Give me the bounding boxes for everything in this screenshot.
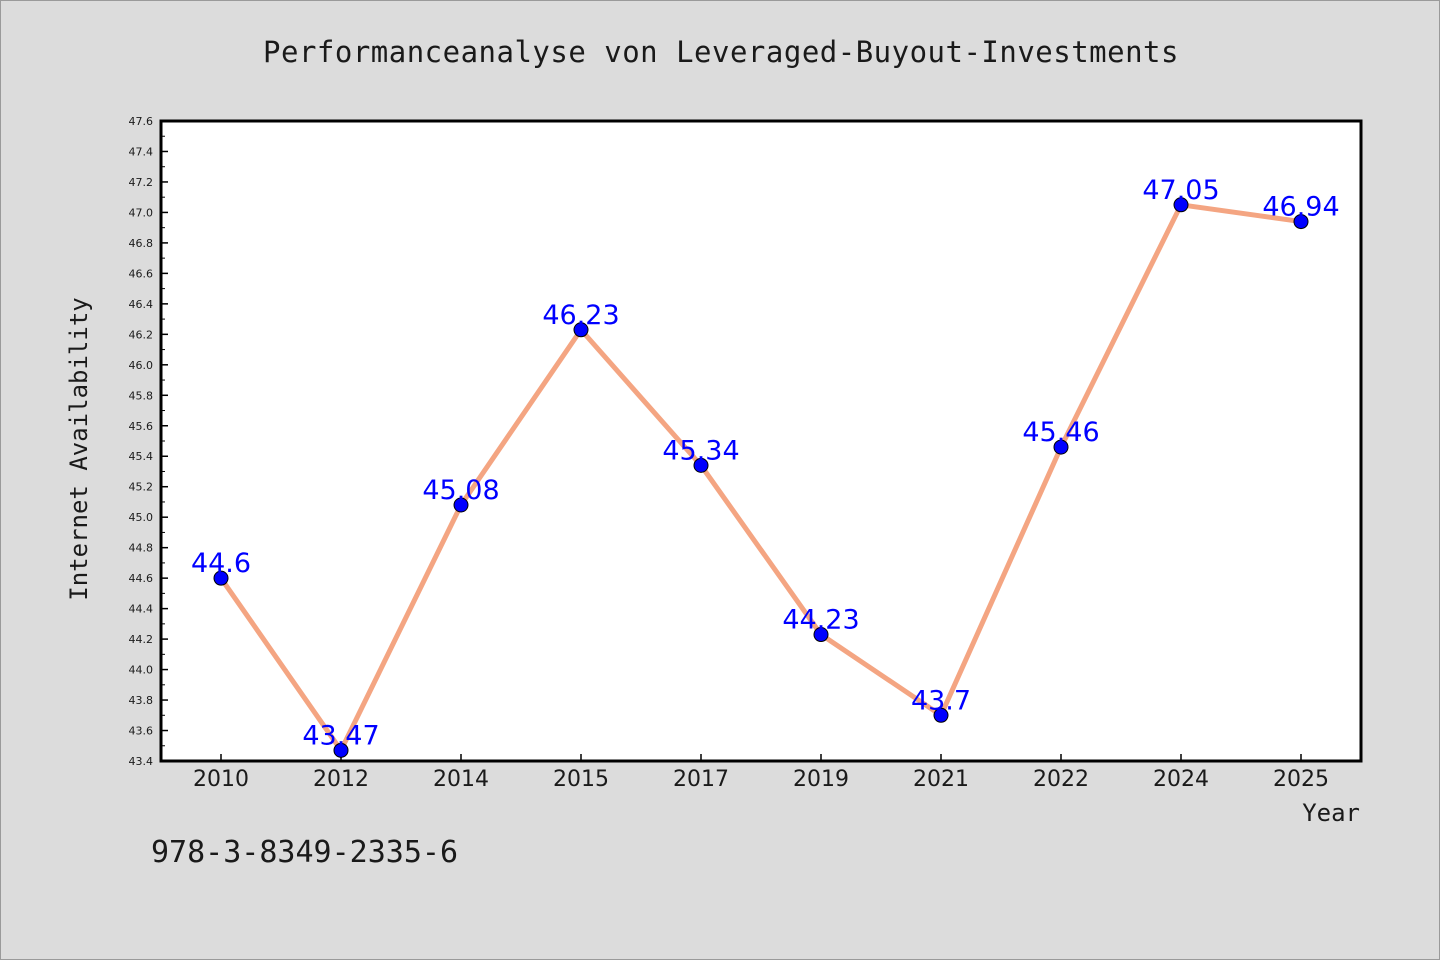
y-tick-label: 43.4	[129, 755, 154, 768]
data-value-label: 45.08	[422, 475, 499, 506]
y-tick-label: 46.0	[129, 359, 154, 372]
y-tick-label: 47.4	[129, 145, 154, 158]
data-value-label: 46.23	[542, 300, 619, 331]
chart-title: Performanceanalyse von Leveraged-Buyout-…	[263, 35, 1179, 69]
y-tick-label: 44.8	[129, 542, 154, 555]
x-tick-label: 2025	[1273, 767, 1329, 792]
data-point-marker	[213, 570, 229, 586]
y-tick-label: 46.4	[129, 298, 154, 311]
y-tick-label: 46.6	[129, 267, 154, 280]
y-axis-label: Internet Availability	[65, 297, 93, 600]
data-point-marker	[1173, 197, 1189, 213]
x-tick-label: 2019	[793, 767, 849, 792]
data-labels: 44.6 43.47 45.08 46.23 45.34 44.23 43.7 45.46 47…	[191, 175, 1340, 752]
y-tick-label: 45.8	[129, 389, 154, 402]
x-tick-label: 2014	[433, 767, 489, 792]
y-tick-label: 43.8	[129, 694, 154, 707]
y-tick-label: 47.6	[129, 115, 154, 128]
x-tick-label: 2010	[193, 767, 249, 792]
series-line	[218, 202, 1304, 753]
data-point-marker	[813, 627, 829, 643]
data-markers	[213, 197, 1309, 758]
data-point-marker	[453, 497, 469, 513]
data-value-label: 44.23	[782, 605, 859, 636]
y-tick-label: 45.2	[129, 481, 154, 494]
y-tick-label: 46.2	[129, 328, 154, 341]
x-tick-label: 2017	[673, 767, 729, 792]
x-tick-label: 2015	[553, 767, 609, 792]
data-value-label: 46.94	[1262, 192, 1339, 223]
y-tick-label: 47.2	[129, 176, 154, 189]
data-value-label: 45.46	[1022, 417, 1099, 448]
y-tick-label: 45.0	[129, 511, 154, 524]
y-axis-ticks: 43.4 43.6 43.8 44.0 44.2 44.4 44.6 44.8 45.0 45.2…	[129, 115, 168, 768]
isbn-footnote: 978-3-8349-2335-6	[151, 835, 459, 870]
y-tick-label: 45.6	[129, 420, 154, 433]
data-point-marker	[333, 742, 349, 758]
y-tick-label: 46.8	[129, 237, 154, 250]
x-tick-label: 2021	[913, 767, 969, 792]
x-tick-label: 2024	[1153, 767, 1209, 792]
x-tick-label: 2012	[313, 767, 369, 792]
y-tick-label: 44.0	[129, 664, 154, 677]
data-point-marker	[693, 457, 709, 473]
plot-frame	[159, 119, 1363, 763]
x-axis-ticks: 2010 2012 2014 2015 2017 2019 2021 2022 2024 2025	[193, 754, 1329, 792]
data-value-label: 47.05	[1142, 175, 1219, 206]
y-tick-label: 43.6	[129, 725, 154, 738]
y-tick-label: 47.0	[129, 206, 154, 219]
data-point-marker	[1053, 439, 1069, 455]
data-value-label: 44.6	[191, 548, 251, 579]
y-tick-label: 44.4	[129, 603, 154, 616]
data-value-label: 43.47	[302, 720, 379, 751]
data-point-marker	[1293, 214, 1309, 230]
data-value-label: 45.34	[662, 435, 739, 466]
x-tick-label: 2022	[1033, 767, 1089, 792]
y-tick-label: 44.2	[129, 633, 154, 646]
x-axis-label: Year	[1302, 799, 1360, 827]
data-point-marker	[573, 322, 589, 338]
y-tick-label: 45.4	[129, 450, 154, 463]
data-point-marker	[933, 707, 949, 723]
y-tick-label: 44.6	[129, 572, 154, 585]
data-value-label: 43.7	[911, 685, 971, 716]
plot-area	[161, 121, 1361, 761]
